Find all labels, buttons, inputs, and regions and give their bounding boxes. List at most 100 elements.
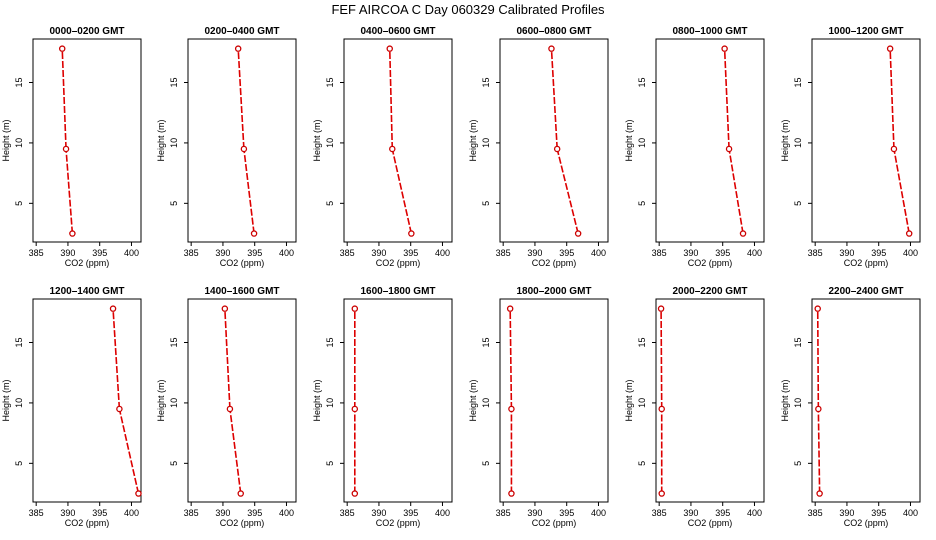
x-tick-label: 390 bbox=[215, 508, 230, 518]
plot-frame bbox=[343, 38, 453, 243]
x-tick-label: 385 bbox=[652, 248, 667, 258]
x-tick-label: 385 bbox=[496, 248, 511, 258]
data-point bbox=[351, 305, 359, 312]
panel-title: 0400–0600 GMT bbox=[360, 26, 435, 37]
y-axis-label: Height (m) bbox=[624, 119, 634, 161]
profile-segment bbox=[65, 148, 74, 234]
y-axis-label: Height (m) bbox=[468, 379, 478, 421]
x-axis-label: CO2 (ppm) bbox=[532, 518, 577, 528]
x-tick-label: 390 bbox=[683, 508, 698, 518]
data-point bbox=[62, 145, 70, 153]
x-tick-label: 395 bbox=[715, 248, 730, 258]
x-tick-label: 390 bbox=[839, 248, 854, 258]
panel: 0600–0800 GMT 385 390 395 400 5 10 15 CO2 (ppm) H… bbox=[468, 26, 609, 268]
x-tick-label: 390 bbox=[683, 248, 698, 258]
panel-title: 0000–0200 GMT bbox=[49, 26, 124, 37]
y-tick-label: 10 bbox=[14, 398, 24, 408]
data-point bbox=[221, 305, 229, 312]
data-point bbox=[725, 145, 733, 153]
panel-title: 2200–2400 GMT bbox=[828, 286, 903, 297]
x-tick-label: 395 bbox=[403, 248, 418, 258]
panel: 1800–2000 GMT 385 390 395 400 5 10 15 CO2 (ppm) H… bbox=[468, 286, 609, 528]
plot-frame bbox=[655, 298, 765, 503]
x-tick-label: 385 bbox=[340, 508, 355, 518]
y-tick-label: 15 bbox=[481, 337, 491, 347]
plot-frame bbox=[655, 38, 765, 243]
y-tick-label: 5 bbox=[325, 201, 335, 206]
x-tick-label: 385 bbox=[29, 508, 44, 518]
y-axis-label: Height (m) bbox=[156, 119, 166, 161]
x-axis-label: CO2 (ppm) bbox=[688, 518, 733, 528]
y-tick-label: 10 bbox=[169, 398, 179, 408]
panel-title: 0600–0800 GMT bbox=[516, 26, 591, 37]
x-tick-label: 385 bbox=[184, 508, 199, 518]
data-point bbox=[657, 305, 665, 312]
x-tick-label: 390 bbox=[215, 248, 230, 258]
y-tick-label: 10 bbox=[637, 138, 647, 148]
data-point bbox=[658, 490, 665, 497]
x-tick-label: 385 bbox=[184, 248, 199, 258]
panel-title: 0200–0400 GMT bbox=[204, 26, 279, 37]
data-point bbox=[814, 305, 821, 312]
x-tick-label: 395 bbox=[559, 248, 574, 258]
y-axis-label: Height (m) bbox=[312, 119, 322, 161]
x-tick-label: 390 bbox=[60, 508, 75, 518]
data-point bbox=[508, 490, 515, 497]
data-point bbox=[890, 145, 898, 153]
y-tick-label: 5 bbox=[169, 201, 179, 206]
x-tick-label: 385 bbox=[808, 248, 823, 258]
x-tick-label: 390 bbox=[527, 248, 542, 258]
data-point bbox=[240, 145, 248, 153]
profile-segment bbox=[118, 408, 140, 494]
data-point bbox=[815, 405, 822, 413]
data-point bbox=[250, 230, 258, 237]
profile-segment bbox=[229, 408, 242, 494]
x-tick-label: 395 bbox=[92, 508, 107, 518]
data-point bbox=[548, 45, 555, 52]
data-point bbox=[237, 490, 244, 497]
plot-frame bbox=[187, 38, 297, 243]
y-tick-label: 10 bbox=[637, 398, 647, 408]
profile-segment bbox=[556, 148, 579, 234]
panel-title: 1200–1400 GMT bbox=[49, 286, 124, 297]
panel: 1000–1200 GMT 385 390 395 400 5 10 15 CO2 (ppm) H… bbox=[780, 26, 921, 268]
plot-frame bbox=[499, 38, 609, 243]
y-tick-label: 10 bbox=[325, 398, 335, 408]
x-tick-label: 395 bbox=[871, 248, 886, 258]
profile-segment bbox=[723, 48, 730, 149]
x-tick-label: 400 bbox=[591, 508, 606, 518]
y-tick-label: 5 bbox=[793, 201, 803, 206]
y-tick-label: 15 bbox=[14, 77, 24, 87]
data-point bbox=[234, 45, 242, 52]
panel: 0200–0400 GMT 385 390 395 400 5 10 15 CO2 (ppm) H… bbox=[156, 26, 297, 268]
data-point bbox=[574, 230, 582, 237]
y-tick-label: 5 bbox=[481, 201, 491, 206]
profile-segment bbox=[728, 148, 744, 234]
data-point bbox=[389, 145, 396, 153]
panel-title: 1400–1600 GMT bbox=[204, 286, 279, 297]
profile-segment bbox=[237, 48, 245, 150]
x-tick-label: 395 bbox=[559, 508, 574, 518]
figure-title: FEF AIRCOA C Day 060329 Calibrated Profi… bbox=[331, 2, 605, 17]
data-point bbox=[226, 405, 234, 413]
x-tick-label: 400 bbox=[279, 508, 294, 518]
y-tick-label: 15 bbox=[169, 337, 179, 347]
y-tick-label: 5 bbox=[14, 201, 24, 206]
data-point bbox=[351, 405, 359, 413]
x-axis-label: CO2 (ppm) bbox=[220, 518, 265, 528]
profile-segment bbox=[893, 148, 910, 234]
panel-title: 2000–2200 GMT bbox=[672, 286, 747, 297]
panel: 0800–1000 GMT 385 390 395 400 5 10 15 CO2 (ppm) H… bbox=[624, 26, 765, 268]
y-tick-label: 5 bbox=[793, 461, 803, 466]
x-tick-label: 395 bbox=[715, 508, 730, 518]
y-tick-label: 15 bbox=[637, 337, 647, 347]
x-tick-label: 400 bbox=[591, 248, 606, 258]
profile-segment bbox=[112, 308, 121, 410]
x-tick-label: 395 bbox=[247, 248, 262, 258]
profile-segment bbox=[660, 308, 663, 409]
panel-title: 1000–1200 GMT bbox=[828, 26, 903, 37]
x-tick-label: 390 bbox=[371, 248, 386, 258]
y-tick-label: 5 bbox=[637, 461, 647, 466]
panel: 1600–1800 GMT 385 390 395 400 5 10 15 CO2 (ppm) H… bbox=[312, 286, 453, 528]
